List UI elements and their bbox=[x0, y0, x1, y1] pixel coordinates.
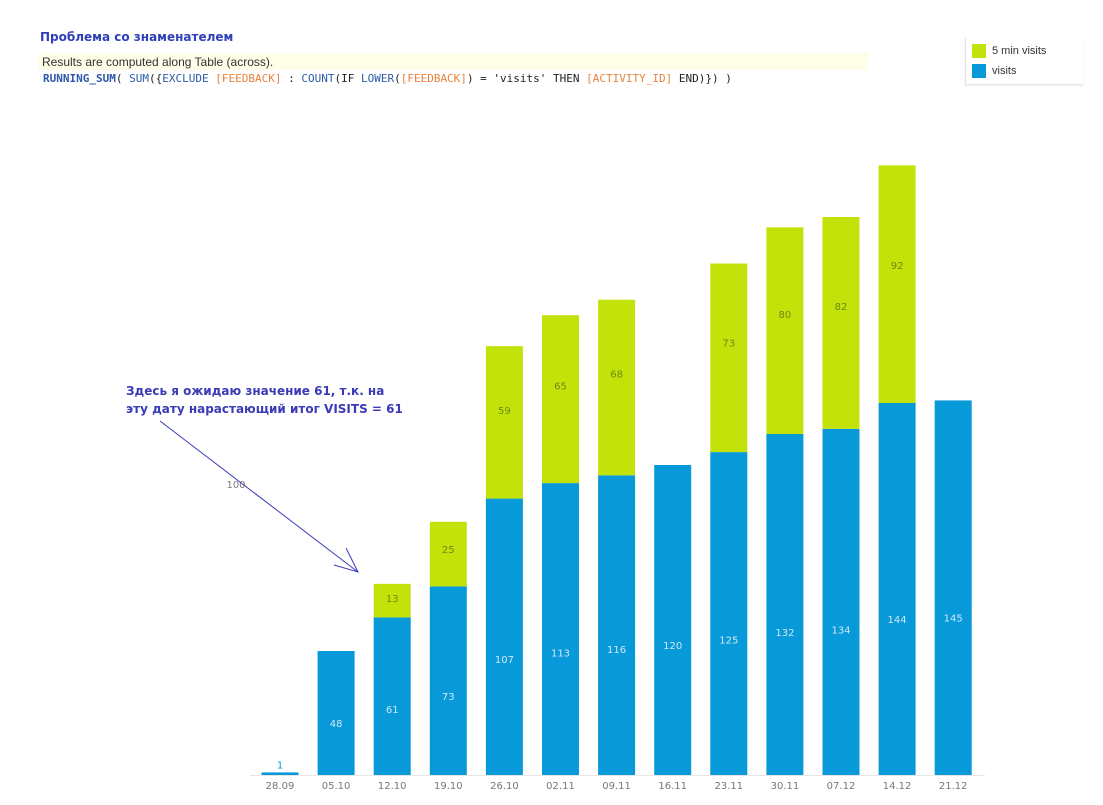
bar-visits[interactable] bbox=[598, 475, 636, 775]
x-tick-label: 26.10 bbox=[490, 781, 519, 792]
data-label-5-min-visits: 68 bbox=[610, 369, 623, 380]
bar-5-min-visits[interactable] bbox=[542, 315, 579, 484]
formula-token: ({ bbox=[148, 72, 163, 85]
bar-visits[interactable] bbox=[317, 651, 355, 775]
x-tick-label: 09.11 bbox=[602, 781, 631, 792]
legend-item-visits[interactable]: visits bbox=[972, 63, 1016, 79]
legend[interactable]: 5 min visits visits bbox=[965, 38, 1083, 85]
formula-token: EXCLUDE bbox=[162, 72, 209, 85]
formula-token: LOWER bbox=[360, 72, 395, 85]
formula-token: : bbox=[281, 72, 302, 85]
data-label-visits: 116 bbox=[607, 645, 626, 656]
data-label-visits: 145 bbox=[944, 614, 963, 625]
x-tick-label: 14.12 bbox=[883, 781, 912, 792]
data-label-visits: 61 bbox=[386, 705, 399, 716]
annotation-line-2: эту дату нарастающий итог VISITS = 61 bbox=[126, 402, 403, 416]
bar-visits[interactable] bbox=[822, 428, 860, 775]
data-label-5-min-visits: 65 bbox=[554, 382, 567, 393]
bar-visits[interactable] bbox=[261, 772, 299, 775]
bar-visits[interactable] bbox=[542, 483, 579, 775]
data-label-5-min-visits: 25 bbox=[442, 545, 455, 556]
bar-visits[interactable] bbox=[934, 400, 972, 775]
x-tick-label: 21.12 bbox=[939, 781, 968, 792]
data-label-visits: 120 bbox=[663, 641, 682, 652]
x-tick-label: 07.12 bbox=[827, 781, 856, 792]
data-label-visits: 132 bbox=[775, 628, 794, 639]
x-tick-label: 05.10 bbox=[322, 781, 351, 792]
data-label-5-min-visits: 82 bbox=[835, 302, 848, 313]
legend-swatch-visits bbox=[972, 64, 986, 78]
data-label-5-min-visits: 92 bbox=[891, 261, 904, 272]
formula-token: ) = 'visits' THEN bbox=[466, 72, 587, 85]
bar-5-min-visits[interactable] bbox=[598, 299, 636, 476]
data-label-visits: 125 bbox=[719, 635, 738, 646]
bar-5-min-visits[interactable] bbox=[429, 521, 467, 587]
bar-visits[interactable] bbox=[373, 617, 411, 775]
x-tick-label: 28.09 bbox=[266, 781, 295, 792]
data-label-5-min-visits: 59 bbox=[498, 406, 511, 417]
formula-token: END)}) ) bbox=[672, 72, 732, 85]
annotation-arrow-line bbox=[159, 420, 359, 573]
legend-label-5-min-visits: 5 min visits bbox=[992, 45, 1047, 57]
data-label-visits: 144 bbox=[888, 615, 907, 626]
data-label-visits: 73 bbox=[442, 692, 455, 703]
bar-visits[interactable] bbox=[429, 586, 467, 775]
data-label-visits: 113 bbox=[551, 648, 570, 659]
x-tick-label: 30.11 bbox=[771, 781, 800, 792]
compute-note: Results are computed along Table (across… bbox=[38, 53, 868, 70]
x-tick-label: 19.10 bbox=[434, 781, 463, 792]
legend-item-5-min-visits[interactable]: 5 min visits bbox=[972, 43, 1046, 59]
x-tick-label: 16.11 bbox=[658, 781, 687, 792]
legend-swatch-5-min-visits bbox=[972, 44, 986, 58]
formula-token: [FEEDBACK] bbox=[400, 72, 467, 85]
x-tick-label: 12.10 bbox=[378, 781, 407, 792]
data-label-visits: 48 bbox=[330, 719, 343, 730]
data-label-visits: 107 bbox=[495, 655, 514, 666]
data-label-visits: 134 bbox=[831, 626, 850, 637]
data-label-5-min-visits: 13 bbox=[386, 594, 399, 605]
x-tick-label: 23.11 bbox=[714, 781, 743, 792]
formula-token: (IF bbox=[334, 72, 361, 85]
bar-visits[interactable] bbox=[654, 465, 692, 775]
bar-5-min-visits[interactable] bbox=[373, 583, 411, 618]
formula-token: [ACTIVITY_ID] bbox=[586, 72, 673, 85]
chart-title: Проблема со знаменателем bbox=[40, 30, 234, 44]
stray-value-label: 100 bbox=[226, 480, 245, 491]
data-label-5-min-visits: 73 bbox=[722, 339, 735, 350]
legend-label-visits: visits bbox=[992, 65, 1017, 77]
bar-5-min-visits[interactable] bbox=[710, 263, 748, 453]
formula-token: RUNNING_SUM bbox=[43, 72, 116, 85]
bar-5-min-visits[interactable] bbox=[485, 346, 523, 499]
formula-token: ( bbox=[115, 72, 130, 85]
formula-token: COUNT bbox=[301, 72, 335, 85]
bar-visits[interactable] bbox=[878, 403, 916, 775]
bar-visits[interactable] bbox=[766, 434, 804, 775]
bar-5-min-visits[interactable] bbox=[878, 165, 916, 404]
formula-token: ( bbox=[394, 72, 401, 85]
formula-token: [FEEDBACK] bbox=[215, 72, 282, 85]
bar-5-min-visits[interactable] bbox=[822, 217, 860, 429]
calc-formula: RUNNING_SUM( SUM({EXCLUDE [FEEDBACK] : C… bbox=[43, 72, 732, 85]
annotation-arrow-head bbox=[333, 547, 359, 573]
bar-visits[interactable] bbox=[710, 452, 748, 775]
compute-note-text: Results are computed along Table (across… bbox=[42, 55, 274, 69]
annotation-note: Здесь я ожидаю значение 61, т.к. на эту … bbox=[126, 382, 426, 418]
x-tick-label: 02.11 bbox=[546, 781, 575, 792]
data-label-visits: 1 bbox=[277, 760, 283, 771]
bar-visits[interactable] bbox=[485, 498, 523, 775]
bar-5-min-visits[interactable] bbox=[766, 227, 804, 435]
data-label-5-min-visits: 80 bbox=[779, 310, 792, 321]
annotation-line-1: Здесь я ожидаю значение 61, т.к. на bbox=[126, 384, 385, 398]
formula-token: SUM bbox=[129, 72, 149, 85]
